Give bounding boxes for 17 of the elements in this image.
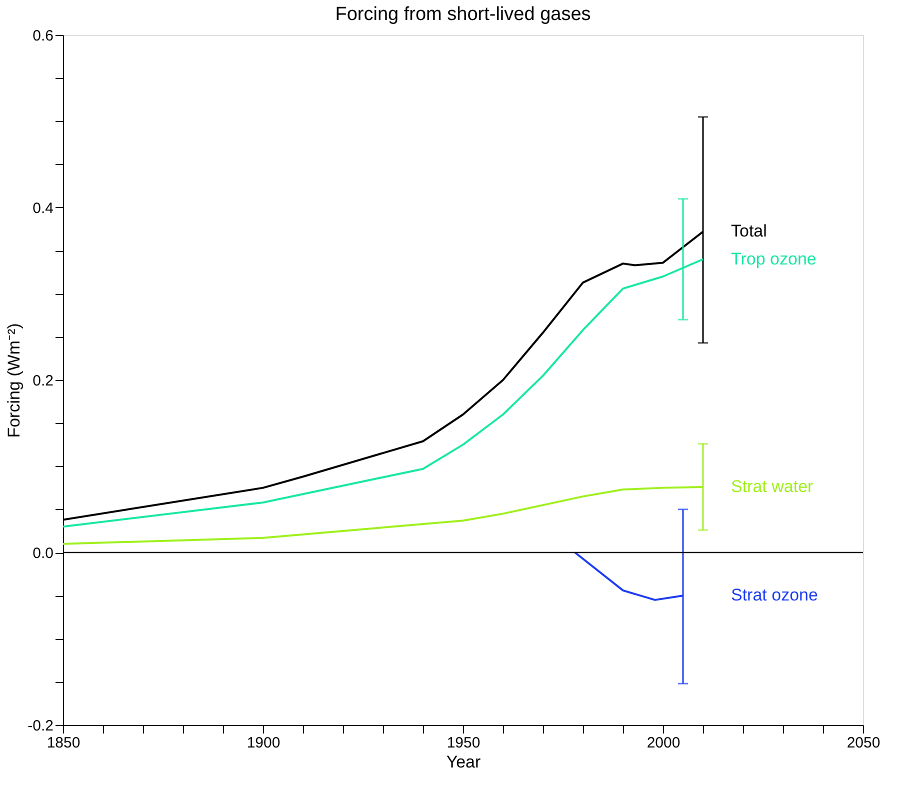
y-tick-label: 0.4 [32, 200, 54, 217]
x-tick-label: 1900 [246, 734, 280, 752]
y-tick-label: 0.6 [32, 28, 54, 44]
y-tick-label: 0.0 [32, 545, 54, 562]
series-label: Trop ozone [731, 249, 816, 268]
x-tick-label: 1850 [46, 734, 80, 752]
y-axis-title: Forcing (Wm⁻²) [4, 323, 24, 438]
x-tick-label: 1950 [446, 734, 480, 752]
y-tick-label: 0.2 [32, 372, 54, 390]
x-tick-label: 2050 [846, 734, 880, 752]
series-label: Strat water [731, 476, 814, 496]
text: Strat ozone [731, 586, 818, 605]
x-tick-label: 2000 [646, 734, 680, 752]
chart-title: Forcing from short-lived gases [335, 4, 591, 25]
series-label: Total [731, 222, 767, 241]
x-axis-title: Year [446, 752, 482, 772]
y-tick-label: -0.2 [28, 718, 54, 734]
